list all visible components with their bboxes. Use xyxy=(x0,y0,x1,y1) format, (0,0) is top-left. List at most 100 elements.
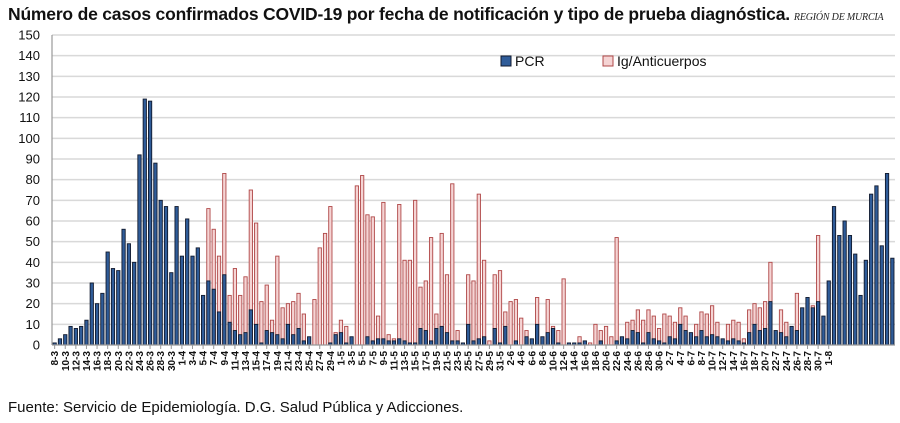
x-tick-label: 15-4 xyxy=(252,351,263,371)
legend-label-ig: Ig/Anticuerpos xyxy=(617,53,707,69)
bar-ig xyxy=(450,183,455,346)
bar-pcr xyxy=(598,340,603,346)
bar-pcr xyxy=(847,235,853,346)
bar-pcr xyxy=(195,247,200,346)
bar-pcr xyxy=(768,301,773,346)
x-tick-label: 5-4 xyxy=(199,351,210,366)
bar-pcr xyxy=(704,336,709,346)
bar-pcr xyxy=(264,330,269,346)
bar-pcr xyxy=(280,338,285,346)
bar-pcr xyxy=(201,294,206,346)
x-tick-label: 17-5 xyxy=(421,351,432,371)
x-tick-label: 7-5 xyxy=(368,351,379,366)
x-tick-label: 12-6 xyxy=(559,351,570,371)
bar-pcr xyxy=(100,292,105,346)
bar-pcr xyxy=(757,330,762,346)
x-tick-label: 13-5 xyxy=(400,351,411,371)
x-tick-label: 30-7 xyxy=(814,351,825,371)
bar-ig xyxy=(275,255,280,346)
chart-subtitle: REGIÓN DE MURCIA xyxy=(793,12,884,23)
bar-pcr xyxy=(466,323,471,346)
bar-pcr xyxy=(635,332,640,346)
x-tick-label: 31-5 xyxy=(496,351,507,371)
x-tick-label: 22-3 xyxy=(124,351,135,371)
x-tick-label: 10-3 xyxy=(61,351,72,371)
bar-pcr xyxy=(619,336,625,346)
bars xyxy=(52,98,895,346)
bar-pcr xyxy=(418,328,423,346)
x-tick-label: 24-6 xyxy=(623,351,634,371)
bar-pcr xyxy=(163,206,169,346)
x-tick-label: 25-4 xyxy=(305,351,316,371)
bar-pcr xyxy=(826,280,831,346)
y-tick-label: 70 xyxy=(26,193,40,208)
bar-pcr xyxy=(810,307,815,346)
bar-pcr xyxy=(646,332,651,346)
x-tick-label: 26-6 xyxy=(633,351,644,371)
bar-pcr xyxy=(651,338,656,346)
bar-pcr xyxy=(222,274,227,346)
bar-pcr xyxy=(683,330,688,346)
bar-pcr xyxy=(731,338,736,346)
bar-pcr xyxy=(784,336,789,346)
bar-pcr xyxy=(694,336,699,346)
bar-pcr xyxy=(105,251,110,346)
bar-pcr xyxy=(794,330,800,346)
chart-title: Número de casos confirmados COVID-19 por… xyxy=(8,4,884,25)
bar-pcr xyxy=(110,268,116,346)
bar-pcr xyxy=(853,253,858,346)
x-tick-label: 1-8 xyxy=(824,351,835,366)
bar-pcr xyxy=(147,100,153,346)
x-tick-label: 12-7 xyxy=(718,351,729,371)
bar-pcr xyxy=(137,154,142,346)
x-tick-label: 26-3 xyxy=(146,351,157,371)
x-tick-label: 26-7 xyxy=(792,351,803,371)
x-tick-label: 18-7 xyxy=(750,351,761,371)
bar-pcr xyxy=(688,332,693,346)
x-tick-label: 15-5 xyxy=(411,351,422,371)
bar-ig xyxy=(603,325,609,346)
bar-pcr xyxy=(890,257,895,346)
bar-ig xyxy=(402,259,407,346)
x-tick-label: 18-3 xyxy=(103,351,114,371)
bar-pcr xyxy=(243,332,248,346)
x-tick-label: 10-7 xyxy=(708,351,719,371)
x-tick-label: 29-5 xyxy=(485,351,496,371)
x-tick-label: 30-3 xyxy=(167,351,178,371)
y-axis-ticks: 0 10 20 30 40 50 60 70 80 90 100 110 120 130 140 150 xyxy=(18,28,40,353)
x-tick-label: 22-6 xyxy=(612,351,623,371)
bar-ig xyxy=(317,247,322,346)
bar-ig xyxy=(561,278,566,346)
y-tick-label: 30 xyxy=(26,276,40,291)
x-tick-label: 10-6 xyxy=(549,351,560,371)
x-tick-label: 8-3 xyxy=(50,351,61,366)
bar-pcr xyxy=(57,338,63,346)
bar-pcr xyxy=(630,330,635,346)
bar-pcr xyxy=(476,338,481,346)
bar-pcr xyxy=(381,338,386,346)
x-tick-label: 16-3 xyxy=(93,351,104,371)
y-tick-label: 140 xyxy=(18,48,40,63)
bar-pcr xyxy=(720,338,725,346)
bar-pcr xyxy=(132,261,137,346)
x-axis-ticks: 8-3 10-3 12-3 14-3 16-3 18-3 20-3 22-3 24-3 26-3 2… xyxy=(50,345,835,371)
bar-pcr xyxy=(84,319,89,346)
x-tick-label: 13-4 xyxy=(241,351,252,371)
bar-pcr xyxy=(185,218,190,346)
bar-pcr xyxy=(879,245,884,346)
bar-ig xyxy=(487,340,492,346)
bar-pcr xyxy=(725,340,731,346)
bar-pcr xyxy=(285,323,291,346)
bar-pcr xyxy=(550,328,556,346)
bar-pcr xyxy=(301,340,306,346)
bar-pcr xyxy=(158,199,163,346)
bar-pcr xyxy=(869,193,874,346)
bar-pcr xyxy=(126,243,131,346)
x-tick-label: 9-4 xyxy=(220,351,231,366)
x-tick-label: 6-7 xyxy=(686,351,697,366)
bar-pcr xyxy=(582,340,587,346)
y-tick-label: 10 xyxy=(26,317,40,332)
x-tick-label: 20-3 xyxy=(114,351,125,371)
bar-pcr xyxy=(884,173,890,346)
bar-pcr xyxy=(73,328,78,346)
